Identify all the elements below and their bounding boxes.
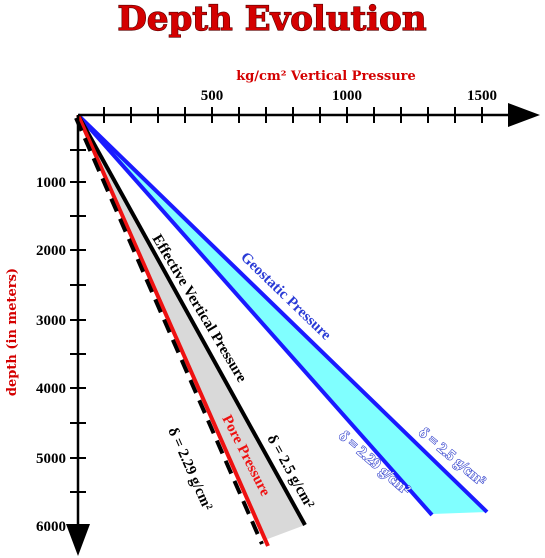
x-tick-label-500: 500	[201, 88, 224, 104]
pore-pressure-line	[76, 114, 270, 547]
diagram-title: Depth Evolution	[117, 0, 426, 39]
y-axis-arrow	[66, 524, 90, 556]
x-axis-title: kg/cm² Vertical Pressure	[236, 69, 416, 84]
y-axis-title: depth (in meters)	[5, 268, 20, 396]
x-axis-ticks	[103, 107, 483, 123]
x-tick-label-1500: 1500	[467, 88, 497, 104]
geostatic-line-2-29	[76, 113, 434, 517]
effective-pressure-line	[76, 114, 307, 526]
geostatic-line-2-5	[76, 113, 489, 514]
y-tick-label-2000: 2000	[36, 243, 66, 259]
x-tick-label-1000: 1000	[332, 88, 362, 104]
pore-pressure-dashed-line	[74, 117, 264, 545]
y-tick-label-3000: 3000	[36, 313, 66, 329]
y-tick-label-1000: 1000	[36, 175, 66, 191]
x-axis-arrow	[508, 103, 540, 127]
pore-density-label: δ = 2.29 g/cm²	[164, 425, 215, 513]
y-tick-label-4000: 4000	[36, 381, 66, 397]
y-tick-label-6000: 6000	[36, 519, 66, 535]
y-tick-label-5000: 5000	[36, 451, 66, 467]
y-axis-ticks	[70, 149, 86, 493]
